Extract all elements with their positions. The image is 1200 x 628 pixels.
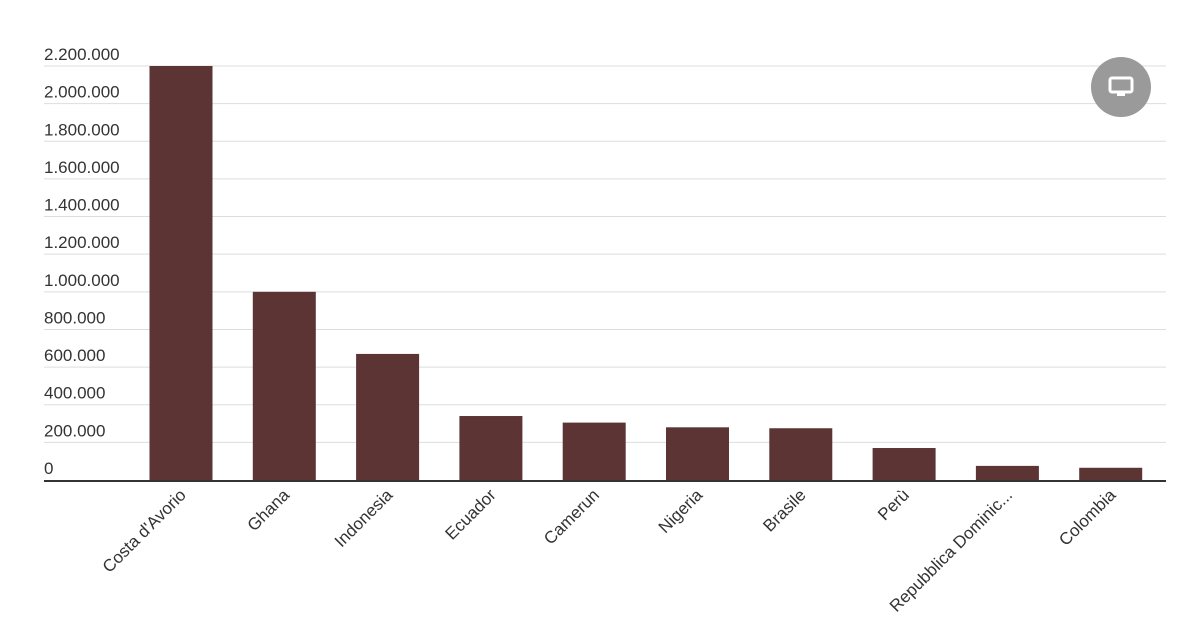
x-tick-label: Camerun <box>540 485 603 548</box>
y-tick-label: 2.000.000 <box>44 83 120 102</box>
x-tick-label: Ghana <box>244 485 294 535</box>
bar <box>666 427 729 480</box>
gridlines <box>44 65 1166 443</box>
y-tick-label: 400.000 <box>44 384 105 403</box>
bar <box>562 422 626 480</box>
y-tick-label: 1.400.000 <box>44 196 120 215</box>
y-tick-label: 1.800.000 <box>44 120 120 139</box>
x-tick-label: Perù <box>874 485 913 524</box>
bar <box>149 66 213 480</box>
bar <box>872 448 936 480</box>
y-tick-label: 1.200.000 <box>44 233 120 252</box>
y-tick-label: 800.000 <box>44 308 105 327</box>
x-tick-label: Brasile <box>759 485 809 535</box>
y-tick-label: 1.600.000 <box>44 158 120 177</box>
x-axis-ticks: Costa d'Avorio Ghana Indonesia Ecuador Camer… <box>99 485 1120 616</box>
bar <box>356 353 420 480</box>
bar <box>252 291 316 480</box>
y-tick-label: 200.000 <box>44 421 105 440</box>
x-tick-label: Colombia <box>1055 485 1120 550</box>
x-tick-label: Indonesia <box>331 485 397 551</box>
y-tick-label: 2.200.000 <box>44 45 120 64</box>
bars <box>149 66 1143 480</box>
y-tick-label: 0 <box>44 459 53 478</box>
x-tick-label: Ecuador <box>442 485 500 543</box>
bar <box>769 428 833 480</box>
y-tick-label: 600.000 <box>44 346 105 365</box>
y-axis-ticks: 0 200.000 400.000 600.000 800.000 1.000.000 1.… <box>44 45 120 478</box>
bar <box>975 465 1039 480</box>
bar <box>459 416 523 480</box>
display-mode-button[interactable] <box>1091 57 1151 117</box>
x-tick-label: Nigeria <box>655 485 707 537</box>
x-tick-label: Costa d'Avorio <box>99 485 190 576</box>
y-tick-label: 1.000.000 <box>44 271 120 290</box>
monitor-icon <box>1108 76 1134 96</box>
bar <box>1079 467 1143 480</box>
